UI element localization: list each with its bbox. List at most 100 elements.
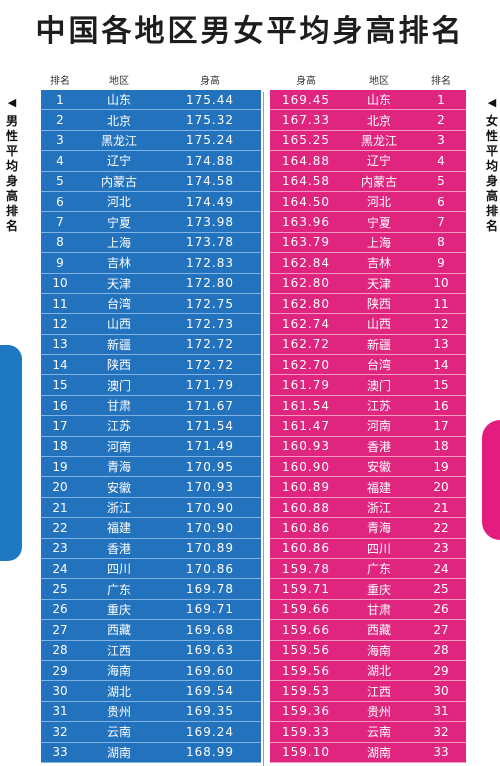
table-row: 159.56 湖北 29 [270, 660, 466, 682]
female-region: 西藏 [366, 623, 391, 638]
table-row: 13 新疆 172.72 [41, 334, 261, 356]
male-region: 河北 [106, 195, 131, 210]
table-row: 15 澳门 171.79 [41, 375, 261, 396]
table-row: 28 江西 169.63 [41, 640, 261, 661]
female-rank: 17 [433, 418, 449, 433]
male-region: 江西 [106, 643, 131, 658]
female-region: 天津 [366, 276, 391, 291]
female-region: 江苏 [366, 399, 391, 414]
table-row: 4 辽宁 174.88 [41, 151, 261, 172]
female-region: 湖南 [366, 745, 391, 760]
male-rank: 23 [52, 541, 68, 556]
female-height: 159.66 [282, 602, 330, 617]
female-rank: 24 [433, 561, 449, 576]
table-row: 162.72 新疆 13 [270, 334, 466, 356]
table-row: 32 云南 169.24 [41, 722, 261, 743]
male-region: 天津 [106, 276, 131, 291]
female-height: 162.74 [282, 316, 330, 331]
male-height: 172.83 [186, 255, 234, 270]
male-rank: 11 [52, 296, 68, 311]
male-rank: 24 [52, 561, 68, 576]
table-row: 161.47 河南 17 [270, 416, 466, 437]
male-rank: 8 [56, 235, 64, 250]
female-rank: 32 [433, 724, 449, 739]
female-table: 身高 地区 排名 169.45 山东 1 167.33 北京 2 165.25 黑龙江 3 164… [270, 68, 466, 763]
left-arrow-icon: ◀ [7, 96, 17, 109]
female-height: 159.56 [282, 643, 330, 658]
male-region: 江苏 [106, 419, 131, 434]
table-row: 161.54 江苏 16 [270, 395, 466, 417]
table-row: 9 吉林 172.83 [41, 253, 261, 274]
male-height: 172.72 [186, 337, 234, 352]
male-height: 174.88 [186, 153, 234, 168]
male-header-height: 身高 [200, 75, 220, 87]
female-region: 河北 [366, 195, 391, 210]
male-region: 辽宁 [106, 154, 131, 169]
female-height: 160.86 [282, 520, 330, 535]
female-height: 169.45 [282, 92, 330, 107]
male-rank: 27 [52, 622, 68, 637]
male-height: 175.32 [186, 113, 234, 128]
female-rank: 13 [433, 337, 449, 352]
male-region: 甘肃 [106, 399, 131, 414]
male-height: 170.89 [186, 541, 234, 556]
male-height: 172.73 [186, 316, 234, 331]
female-region: 吉林 [366, 256, 391, 271]
female-height: 159.36 [282, 704, 330, 719]
female-height: 161.79 [282, 378, 330, 393]
female-region: 上海 [366, 235, 391, 250]
table-row: 12 山西 172.73 [41, 314, 261, 335]
female-rank: 4 [437, 153, 445, 168]
table-row: 30 湖北 169.54 [41, 681, 261, 702]
table-row: 160.88 浙江 21 [270, 497, 466, 519]
table-row: 11 台湾 172.75 [41, 293, 261, 315]
male-rank: 1 [56, 92, 64, 107]
table-row: 23 香港 170.89 [41, 538, 261, 559]
table-row: 160.86 青海 22 [270, 518, 466, 539]
table-row: 6 河北 174.49 [41, 191, 261, 213]
male-height: 168.99 [186, 745, 234, 760]
female-rank: 27 [433, 622, 449, 637]
male-region: 山东 [106, 93, 131, 108]
male-height: 171.79 [186, 378, 234, 393]
male-region: 北京 [106, 113, 131, 128]
table-row: 3 黑龙江 175.24 [41, 130, 261, 152]
male-height: 170.95 [186, 459, 234, 474]
female-height: 161.47 [282, 418, 330, 433]
female-rank: 5 [437, 174, 445, 189]
male-table-header: 排名 地区 身高 [41, 68, 261, 90]
right-decoration [482, 420, 500, 540]
male-height: 169.60 [186, 663, 234, 678]
table-row: 162.70 台湾 14 [270, 355, 466, 376]
male-side-label: ◀ 男性平均身高排名 [4, 95, 20, 234]
table-row: 26 重庆 169.71 [41, 599, 261, 621]
male-height: 170.93 [186, 480, 234, 495]
female-rank: 25 [433, 582, 449, 597]
male-rank: 32 [52, 724, 68, 739]
female-region: 山东 [366, 93, 391, 108]
female-height: 162.80 [282, 296, 330, 311]
table-row: 160.89 福建 20 [270, 477, 466, 498]
female-side-label: ◀ 女性平均身高排名 [484, 95, 500, 234]
female-height: 162.80 [282, 276, 330, 291]
female-height: 164.88 [282, 153, 330, 168]
male-region: 宁夏 [106, 215, 131, 230]
table-row: 159.66 甘肃 26 [270, 599, 466, 621]
page-title: 中国各地区男女平均身高排名 [35, 14, 465, 49]
male-region: 贵州 [106, 704, 131, 719]
male-rank: 21 [52, 500, 68, 515]
female-rank: 14 [433, 357, 449, 372]
male-height: 172.75 [186, 296, 234, 311]
female-height: 159.33 [282, 724, 330, 739]
female-table-header: 身高 地区 排名 [270, 68, 466, 90]
female-region: 黑龙江 [360, 133, 397, 148]
male-height: 170.86 [186, 561, 234, 576]
female-rank: 7 [437, 215, 445, 230]
male-height: 169.68 [186, 622, 234, 637]
table-row: 159.33 云南 32 [270, 722, 466, 743]
female-region: 云南 [366, 725, 391, 740]
female-height: 161.54 [282, 398, 330, 413]
male-region: 山西 [106, 317, 131, 332]
male-height: 170.90 [186, 520, 234, 535]
female-region: 宁夏 [366, 215, 391, 230]
